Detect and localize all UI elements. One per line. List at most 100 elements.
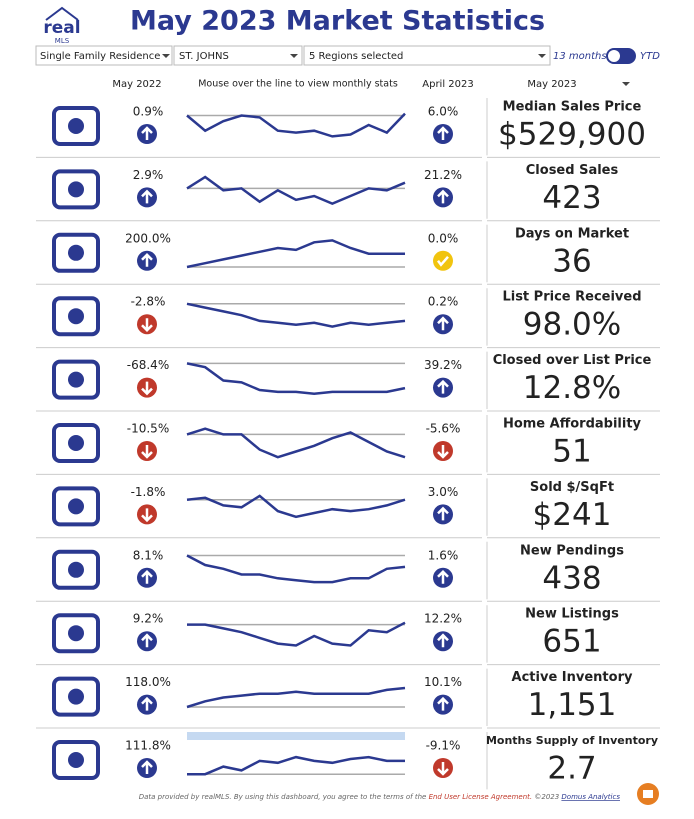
month-change: 12.2%: [424, 612, 462, 626]
logo-sub: MLS: [55, 37, 70, 45]
metric-icon: [52, 359, 100, 400]
sparkline: [186, 494, 406, 519]
toggle-label: YTD: [640, 51, 660, 62]
change: 2.9%: [133, 168, 164, 182]
metric-name: Active Inventory: [512, 670, 633, 685]
month-change: 0.2%: [428, 295, 459, 309]
metric-icon: [68, 752, 84, 768]
arrow: [141, 318, 153, 332]
sparkline: [186, 362, 406, 396]
footer: Data provided by realMLS. By using this …: [139, 793, 621, 801]
metric-value: 51: [552, 434, 591, 470]
month-change: -9.1%: [426, 739, 461, 753]
check: [437, 255, 449, 267]
metric-value: 36: [552, 243, 591, 279]
column-header: May 2023: [527, 79, 576, 90]
metric-name: Days on Market: [515, 226, 629, 241]
toggle-label: 13 months: [553, 51, 607, 62]
arrow: [437, 633, 449, 648]
caret: [290, 54, 298, 58]
arrow: [437, 570, 449, 584]
metric-value: 2.7: [547, 751, 596, 787]
arrow: [437, 126, 449, 140]
caret: [538, 54, 546, 58]
arrow: [141, 445, 153, 459]
arrow: [437, 189, 449, 204]
toggle-knob: [608, 50, 620, 62]
metric-icon: [68, 308, 84, 325]
metric-icon: [52, 232, 100, 273]
arrow: [141, 570, 153, 584]
metric-icon: [52, 106, 100, 146]
arrow: [141, 760, 153, 774]
sparkline: [186, 686, 406, 709]
metric-icon: [52, 676, 100, 717]
arrow: [437, 445, 449, 459]
month-change: 21.2%: [424, 168, 462, 182]
footer-link[interactable]: End User License Agreement.: [429, 793, 533, 801]
change: 200.0%: [125, 231, 171, 245]
change: 118.0%: [125, 675, 171, 689]
month-change: 39.2%: [424, 358, 462, 372]
filter[interactable]: [35, 45, 173, 66]
metric-name: Sold $/SqFt: [530, 480, 614, 495]
footer-link[interactable]: Domus Analytics: [561, 793, 620, 801]
metric-value: 1,151: [528, 687, 617, 723]
sparkline: [186, 554, 406, 584]
metric-icon: [52, 296, 100, 337]
metric-value: 438: [542, 560, 601, 596]
month-change: 1.6%: [428, 548, 459, 562]
metric-name: New Listings: [525, 607, 619, 622]
metric-value: $529,900: [498, 117, 646, 153]
metric-icon: [52, 740, 100, 780]
arrow: [141, 126, 153, 140]
metric-value: 423: [542, 180, 601, 216]
filter[interactable]: [173, 45, 303, 66]
column-header: Mouse over the line to view monthly stat…: [198, 79, 398, 90]
arrow: [141, 508, 153, 523]
metric-icon: [68, 688, 84, 705]
metric-icon: [52, 486, 100, 527]
arrow: [437, 316, 449, 331]
metric-name: New Pendings: [520, 543, 624, 558]
metric-icon: [68, 181, 84, 198]
footer-text: Data provided by realMLS. By using this …: [139, 793, 429, 801]
metric-name: List Price Received: [502, 290, 641, 305]
metric-name: Closed over List Price: [493, 353, 652, 368]
metric-icon: [52, 549, 100, 590]
arrow: [437, 762, 449, 776]
arrow: [141, 253, 153, 267]
sparkline: [186, 175, 406, 205]
metric-value: 12.8%: [523, 370, 621, 406]
change: 9.2%: [133, 612, 164, 626]
change: -2.8%: [131, 295, 166, 309]
arrow: [437, 506, 449, 521]
metric-icon: [52, 169, 100, 210]
title: May 2023 Market Statistics: [130, 6, 545, 37]
arrow: [437, 379, 449, 394]
metric-icon: [68, 371, 84, 388]
logo-roof: [45, 6, 79, 21]
arrow: [141, 633, 153, 648]
month-change: 10.1%: [424, 675, 462, 689]
metric-icon: [52, 613, 100, 654]
print-icon: [643, 790, 653, 798]
highlight-band: [187, 732, 405, 740]
change: 111.8%: [125, 739, 171, 753]
sparkline: [186, 239, 405, 269]
metric-icon: [68, 498, 84, 515]
metric-value: $241: [533, 497, 612, 533]
change: 0.9%: [133, 105, 164, 119]
caret[interactable]: [622, 82, 630, 86]
column-header: April 2023: [422, 79, 473, 90]
metric-icon: [68, 118, 84, 134]
filter[interactable]: [303, 45, 551, 66]
arrow: [141, 189, 153, 204]
metric-name: Median Sales Price: [503, 100, 642, 115]
metric-name: Closed Sales: [526, 163, 619, 178]
sparkline: [187, 621, 406, 647]
metric-name: Home Affordability: [503, 417, 642, 432]
arrow: [437, 696, 449, 711]
metric-value: 98.0%: [523, 307, 621, 343]
